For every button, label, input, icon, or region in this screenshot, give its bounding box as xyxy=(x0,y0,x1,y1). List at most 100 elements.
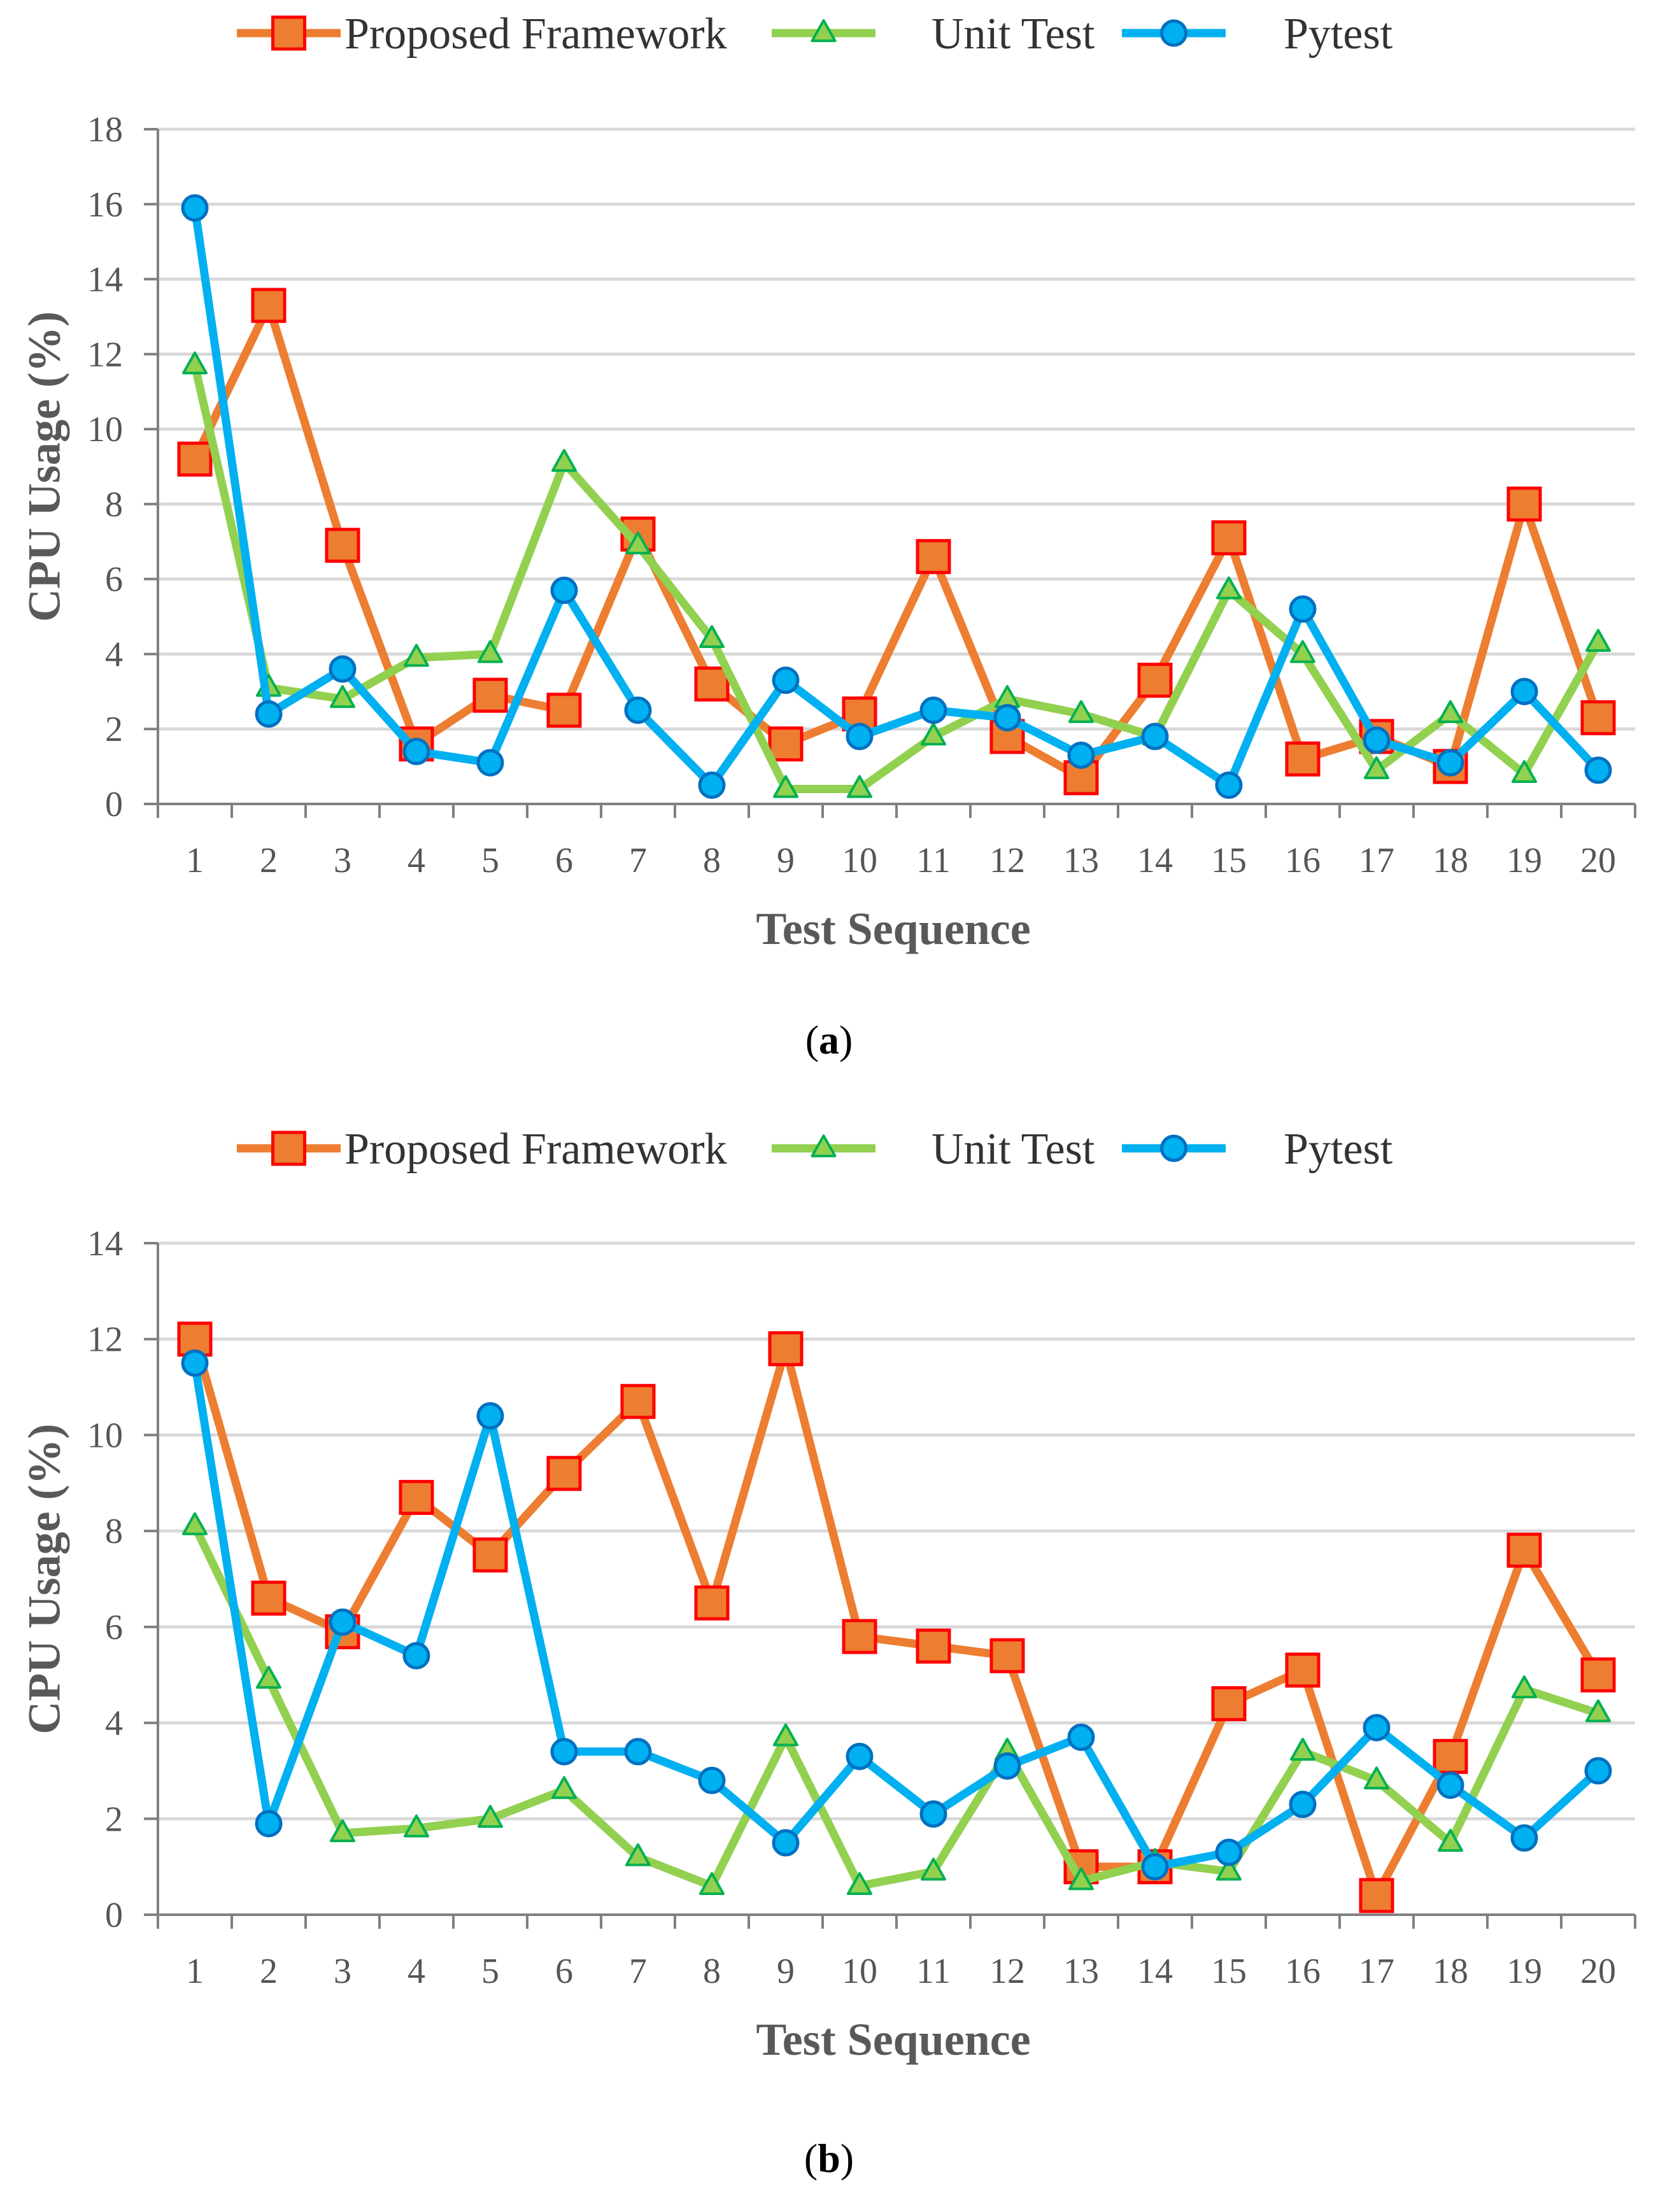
legend-label: Pytest xyxy=(1284,1125,1393,1174)
data-point-pytest xyxy=(624,696,652,724)
legend-item-pytest: Pytest xyxy=(1122,10,1393,59)
y-tick-label: 8 xyxy=(105,1512,123,1551)
panel-label: (b) xyxy=(804,2136,854,2181)
series-unit-test xyxy=(182,1512,1611,1895)
x-tick-label: 6 xyxy=(555,1952,573,1991)
series-line xyxy=(190,361,1603,793)
legend-item-unit-test: Unit Test xyxy=(772,10,1095,59)
x-axis-ticks: 1 2 3 4 5 6 7 8 9 10 11 12 13 14 15 16 17 18 19 20 xyxy=(157,1915,1636,1991)
y-tick-label: 8 xyxy=(105,485,123,525)
gridlines xyxy=(158,1241,1635,1821)
data-point-proposed-framework xyxy=(1137,663,1173,698)
legend-triangle-marker xyxy=(811,1134,837,1158)
x-tick-label: 8 xyxy=(703,841,721,880)
data-point-proposed-framework xyxy=(842,1619,877,1654)
data-point-unit-test xyxy=(921,722,946,746)
data-point-pytest xyxy=(329,1608,357,1636)
legend-item-pytest: Pytest xyxy=(1122,1125,1393,1174)
data-point-pytest xyxy=(1436,1772,1464,1800)
data-point-proposed-framework xyxy=(1433,1738,1468,1774)
data-point-proposed-framework xyxy=(768,726,804,762)
data-point-pytest xyxy=(698,771,726,800)
legend-circle-marker xyxy=(1160,19,1187,47)
y-axis-title: CPU Usage (%) xyxy=(19,311,70,622)
data-point-unit-test xyxy=(1438,1829,1463,1852)
data-point-proposed-framework xyxy=(472,1537,508,1573)
x-tick-label: 7 xyxy=(629,1952,647,1991)
data-point-proposed-framework xyxy=(916,539,951,574)
data-point-pytest xyxy=(1510,1824,1538,1852)
x-tick-label: 13 xyxy=(1063,1952,1099,1991)
x-tick-label: 3 xyxy=(334,841,351,880)
legend: Proposed Framework Unit Test Pytest xyxy=(237,1125,1393,1174)
x-tick-label: 15 xyxy=(1211,1952,1247,1991)
legend-square-marker xyxy=(271,15,306,51)
panel-label-letter: a xyxy=(819,1017,839,1062)
data-point-unit-test xyxy=(1364,1766,1389,1790)
data-point-proposed-framework xyxy=(1211,520,1247,556)
data-point-pytest xyxy=(476,1402,504,1430)
data-point-pytest xyxy=(329,655,357,683)
series-line xyxy=(190,1335,1603,1900)
y-tick-label: 0 xyxy=(105,785,123,824)
data-point-pytest xyxy=(624,1738,652,1766)
y-tick-label: 10 xyxy=(87,410,123,449)
x-tick-label: 14 xyxy=(1137,1952,1173,1991)
y-tick-label: 14 xyxy=(87,260,123,300)
data-point-unit-test xyxy=(478,1805,503,1828)
y-tick-label: 2 xyxy=(105,1800,123,1839)
x-tick-label: 8 xyxy=(703,1952,721,1991)
x-tick-label: 6 xyxy=(555,841,573,880)
x-tick-label: 11 xyxy=(916,1952,951,1991)
y-axis-title: CPU Usage (%) xyxy=(19,1424,70,1735)
x-tick-label: 3 xyxy=(334,1952,351,1991)
data-point-pytest xyxy=(476,749,504,777)
data-point-proposed-framework xyxy=(1359,1878,1394,1913)
x-tick-label: 16 xyxy=(1285,841,1321,880)
data-point-pytest xyxy=(402,1642,430,1670)
data-point-pytest xyxy=(550,1738,578,1766)
data-point-proposed-framework xyxy=(989,1638,1025,1673)
series-proposed-framework xyxy=(177,1321,1616,1913)
data-point-proposed-framework xyxy=(1506,486,1542,522)
y-tick-label: 14 xyxy=(87,1224,123,1264)
x-tick-label: 20 xyxy=(1580,1952,1616,1991)
data-point-proposed-framework xyxy=(325,528,360,563)
x-tick-label: 15 xyxy=(1211,841,1247,880)
data-point-unit-test xyxy=(330,1819,355,1843)
data-point-pytest xyxy=(1289,595,1317,623)
data-point-pytest xyxy=(993,1752,1021,1780)
data-point-unit-test xyxy=(1512,1675,1537,1698)
data-point-pytest xyxy=(1510,677,1538,705)
data-point-pytest xyxy=(402,738,430,766)
series-pytest xyxy=(181,194,1612,800)
data-point-pytest xyxy=(1067,1723,1095,1751)
data-point-proposed-framework xyxy=(694,666,730,702)
data-point-pytest xyxy=(1584,1757,1612,1785)
data-point-pytest xyxy=(1067,741,1095,769)
data-point-unit-test xyxy=(551,1776,577,1800)
x-tick-label: 17 xyxy=(1359,1952,1394,1991)
data-point-pytest xyxy=(919,1800,947,1828)
x-tick-label: 18 xyxy=(1433,841,1468,880)
panel-label: (a) xyxy=(805,1017,853,1062)
legend-label: Pytest xyxy=(1284,10,1393,59)
chart-panel-a: Proposed Framework Unit Test Pytest 0 2 4 6 8 10… xyxy=(19,10,1636,1062)
data-point-proposed-framework xyxy=(399,1479,434,1515)
data-point-unit-test xyxy=(699,625,725,649)
data-point-unit-test xyxy=(847,1871,872,1895)
data-point-proposed-framework xyxy=(694,1585,730,1621)
y-tick-label: 12 xyxy=(87,335,123,374)
x-tick-label: 13 xyxy=(1063,841,1099,880)
data-point-unit-test xyxy=(625,531,651,554)
data-point-unit-test xyxy=(182,351,208,375)
data-point-proposed-framework xyxy=(1580,1657,1616,1693)
x-tick-label: 9 xyxy=(777,841,795,880)
data-point-unit-test xyxy=(1290,640,1315,663)
data-point-unit-test xyxy=(182,1512,208,1535)
data-point-unit-test xyxy=(699,1871,725,1895)
legend-item-proposed-framework: Proposed Framework xyxy=(237,10,727,59)
x-tick-label: 7 xyxy=(629,841,647,880)
